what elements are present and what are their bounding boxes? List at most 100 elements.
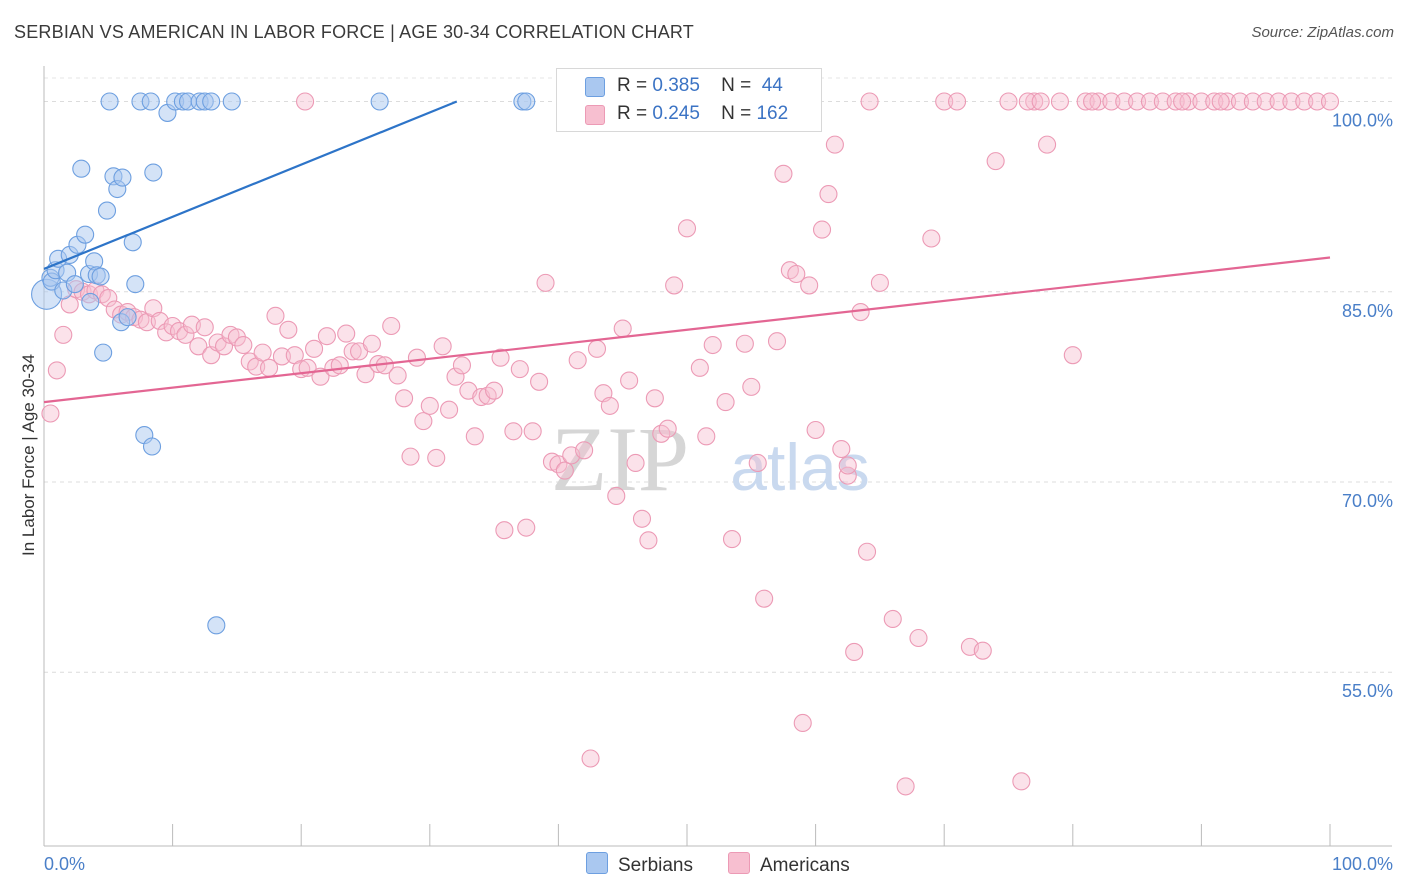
american-point	[296, 92, 315, 111]
american-point	[1295, 92, 1314, 111]
american-point	[54, 325, 73, 344]
american-point	[986, 152, 1005, 171]
american-point	[632, 509, 652, 528]
american-trendline	[43, 256, 1331, 404]
american-point	[452, 356, 472, 375]
american-point	[767, 332, 787, 351]
american-point	[755, 589, 774, 608]
american-point	[607, 486, 626, 506]
american-point	[658, 419, 677, 438]
american-point	[973, 641, 992, 660]
american-point	[330, 356, 349, 375]
american-point	[214, 337, 234, 356]
american-point	[1282, 92, 1301, 111]
american-point	[999, 92, 1018, 111]
american-point	[1140, 92, 1160, 111]
american-point	[337, 324, 356, 343]
american-point	[227, 328, 246, 347]
legend-r-label: R =	[617, 103, 648, 124]
american-point	[722, 530, 742, 549]
american-point	[716, 393, 735, 412]
serbian-point	[126, 275, 145, 294]
american-point	[793, 713, 812, 733]
serbian-swatch-icon	[585, 77, 605, 97]
american-point	[677, 219, 697, 238]
american-point	[401, 447, 420, 466]
american-point	[388, 366, 407, 385]
american-point	[465, 427, 484, 446]
american-point	[860, 92, 879, 111]
american-point	[1153, 92, 1172, 111]
american-point	[948, 92, 967, 111]
american-point	[825, 135, 844, 154]
american-point	[1173, 92, 1192, 111]
legend-box: R = 0.385 N = 44 R = 0.245 N = 162	[556, 68, 822, 132]
american-point	[1012, 772, 1031, 791]
y-tick-label: 100.0%	[1332, 111, 1393, 131]
legend-n-label: N =	[721, 75, 752, 96]
american-point	[620, 371, 639, 390]
american-point	[414, 412, 433, 431]
american-point	[600, 396, 619, 415]
american-point	[787, 264, 806, 284]
tick-labels: 100.0% 85.0% 70.0% 55.0% 0.0% 100.0%	[44, 111, 1393, 874]
american-point	[427, 448, 446, 467]
american-point	[47, 361, 66, 380]
y-tick-label: 70.0%	[1342, 491, 1393, 511]
serbian-point	[113, 168, 132, 187]
american-point	[703, 335, 722, 355]
serbian-point	[517, 92, 536, 111]
serbians-label: Serbians	[618, 855, 693, 876]
american-point	[819, 185, 838, 204]
american-point	[1256, 92, 1275, 111]
american-point	[1166, 92, 1185, 111]
american-point	[491, 348, 510, 367]
american-point	[504, 422, 523, 441]
americans-label: Americans	[760, 855, 850, 876]
american-point	[1038, 135, 1057, 154]
american-point	[176, 325, 195, 344]
american-point	[645, 389, 664, 408]
american-point	[440, 400, 459, 419]
american-point	[1218, 92, 1237, 111]
serbian-point	[97, 201, 117, 220]
american-point	[305, 339, 324, 358]
american-point	[1128, 92, 1147, 111]
american-point	[845, 642, 864, 662]
serbian-trendline	[43, 100, 458, 270]
serbian-point	[94, 343, 113, 362]
american-point	[279, 320, 298, 339]
legend-r-label: R =	[617, 75, 648, 96]
american-point	[407, 348, 426, 367]
american-point	[1083, 92, 1102, 111]
american-points	[41, 92, 1340, 796]
american-point	[446, 367, 465, 386]
american-point	[735, 334, 754, 353]
american-point	[1063, 346, 1082, 365]
american-point	[395, 389, 414, 408]
american-point	[1211, 92, 1230, 111]
american-point	[1269, 92, 1288, 111]
watermark-zip: ZIP	[551, 408, 689, 510]
american-point	[266, 306, 285, 325]
american-point	[896, 777, 915, 796]
american-point	[234, 335, 253, 355]
american-legend-swatch-icon	[728, 852, 750, 874]
american-point	[1018, 92, 1037, 111]
serbian-point	[370, 92, 389, 111]
serbian-point	[81, 292, 100, 311]
american-point	[523, 422, 542, 441]
american-point	[1243, 92, 1262, 111]
american-point	[909, 628, 928, 648]
american-point	[510, 360, 529, 379]
american-point	[317, 327, 336, 346]
serbian-point	[100, 92, 119, 111]
legend-n-label: N =	[721, 103, 752, 124]
serbian-point	[142, 437, 162, 456]
watermark: ZIP atlas	[551, 408, 870, 510]
american-point	[575, 441, 594, 460]
american-point	[536, 273, 555, 292]
serbian-point	[141, 92, 160, 111]
american-point	[1025, 92, 1044, 111]
